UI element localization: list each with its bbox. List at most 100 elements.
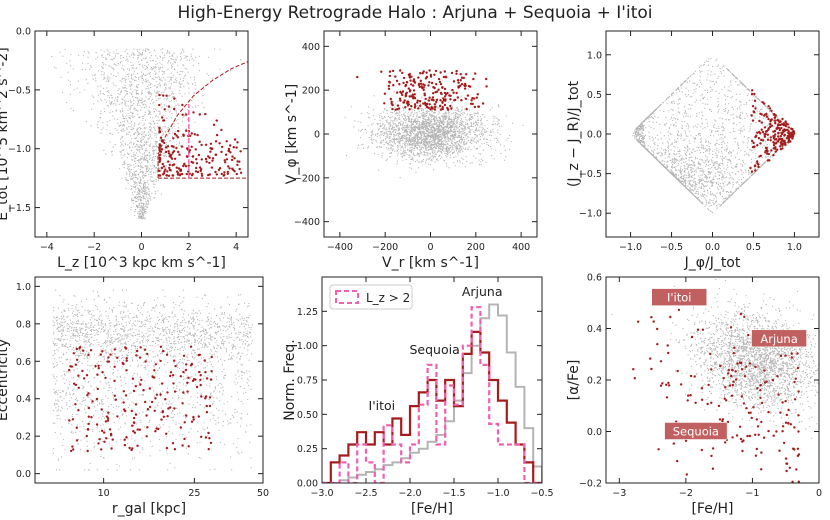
vphi-vr-background-point (406, 153, 408, 155)
vphi-vr-background-point (402, 132, 404, 134)
energy-lz-background-point (139, 213, 141, 216)
energy-lz-background-point (152, 120, 154, 122)
energy-lz-background-point (140, 53, 142, 55)
energy-lz-background-point (112, 115, 114, 117)
vphi-vr-background-point (465, 166, 467, 168)
energy-lz-background-point (126, 132, 128, 134)
energy-lz-background-point (103, 87, 105, 89)
vphi-vr-background-point (413, 145, 415, 147)
energy-lz-background-point (87, 56, 89, 58)
energy-lz-background-point (110, 73, 112, 75)
energy-lz-background-point (143, 127, 145, 129)
vphi-vr-background-point (469, 128, 471, 130)
vphi-vr-background-point (494, 123, 496, 125)
vphi-vr-background-point (476, 119, 478, 121)
vphi-vr-background-point (485, 138, 487, 140)
vphi-vr-background-point (422, 160, 424, 162)
energy-lz-highlight-point (166, 170, 169, 173)
energy-lz-background-point (165, 161, 167, 163)
energy-lz-background-point (95, 58, 97, 60)
energy-lz-background-point (131, 64, 133, 67)
vphi-vr-background-point (384, 129, 386, 131)
vphi-vr-background-point (435, 128, 437, 130)
vphi-vr-background-point (417, 140, 420, 142)
vphi-vr-background-point (442, 145, 444, 148)
vphi-vr-background-point (404, 111, 406, 113)
vphi-vr-background-point (455, 133, 457, 135)
vphi-vr-background-point (479, 126, 481, 128)
energy-lz-background-point (140, 164, 142, 167)
vphi-vr-background-point (434, 112, 436, 114)
energy-lz-background-point (135, 165, 137, 167)
action-space-background-point (683, 165, 685, 167)
vphi-vr-highlight-point (446, 106, 449, 110)
vphi-vr-background-point (482, 127, 484, 130)
energy-lz-background-point (143, 180, 145, 182)
vphi-vr-background-point (415, 122, 417, 124)
vphi-vr-background-point (482, 129, 484, 131)
vphi-vr-background-point (453, 112, 455, 114)
energy-lz-highlight-point (189, 134, 192, 137)
energy-lz-background-point (129, 99, 131, 101)
action-space-background-point (683, 175, 685, 177)
vphi-vr-background-point (458, 136, 460, 138)
energy-lz-background-point (125, 78, 127, 80)
vphi-vr-background-point (439, 140, 442, 142)
energy-lz-background-point (156, 140, 158, 143)
energy-lz-background-point (137, 193, 139, 196)
energy-lz-background-point (126, 114, 128, 116)
energy-lz-background-point (155, 115, 157, 117)
vphi-vr-background-point (438, 121, 440, 123)
vphi-vr-background-point (425, 154, 427, 157)
vphi-vr-highlight-point (460, 76, 464, 79)
vphi-vr-background-point (416, 122, 418, 124)
energy-lz-background-point (132, 127, 134, 129)
energy-lz-background-point (133, 174, 135, 176)
vphi-vr-background-point (404, 150, 406, 152)
vphi-vr-background-point (480, 132, 482, 134)
vphi-vr-background-point (498, 105, 500, 107)
energy-lz-background-point (142, 158, 144, 160)
vphi-vr-background-point (427, 147, 429, 149)
energy-lz-background-point (127, 152, 129, 154)
energy-lz-background-point (139, 148, 141, 151)
energy-lz-highlight-point (158, 93, 161, 97)
vphi-vr-background-point (409, 121, 411, 123)
vphi-vr-background-point (497, 104, 499, 106)
action-space-background-point (710, 96, 712, 99)
vphi-vr-highlight-point (438, 104, 442, 108)
energy-lz-highlight-point (224, 161, 227, 164)
vphi-vr-background-point (418, 138, 420, 141)
energy-lz-background-point (105, 64, 107, 66)
energy-lz-background-point (137, 114, 139, 116)
action-space-background-point (697, 196, 700, 198)
vphi-vr-background-point (397, 125, 399, 127)
vphi-vr-background-point (416, 115, 418, 117)
energy-lz-background-point (165, 165, 167, 167)
energy-lz-background-point (171, 92, 174, 94)
action-space-background-point (786, 132, 788, 134)
vphi-vr-background-point (459, 138, 461, 141)
energy-lz-background-point (152, 152, 154, 154)
energy-lz-background-point (149, 130, 152, 132)
action-space-background-point (672, 119, 674, 121)
energy-lz-background-point (67, 71, 69, 73)
vphi-vr-background-point (397, 152, 399, 154)
vphi-vr-highlight-point (413, 81, 417, 84)
energy-lz-background-point (124, 163, 126, 165)
action-space-background-point (710, 74, 712, 76)
vphi-vr-background-point (451, 140, 454, 142)
energy-lz-highlight-point (215, 133, 219, 137)
vphi-vr-x-tick-label: 400 (512, 242, 530, 253)
energy-lz-background-point (170, 99, 172, 102)
vphi-vr-background-point (359, 136, 361, 139)
vphi-vr-background-point (461, 109, 463, 111)
energy-lz-background-point (136, 86, 138, 88)
vphi-vr-background-point (357, 147, 359, 149)
action-space-background-point (735, 187, 737, 189)
vphi-vr-background-point (424, 139, 426, 141)
energy-lz-background-point (142, 66, 144, 68)
energy-lz-background-point (154, 141, 156, 143)
action-space-background-point (729, 183, 731, 185)
vphi-vr-background-point (388, 127, 390, 129)
